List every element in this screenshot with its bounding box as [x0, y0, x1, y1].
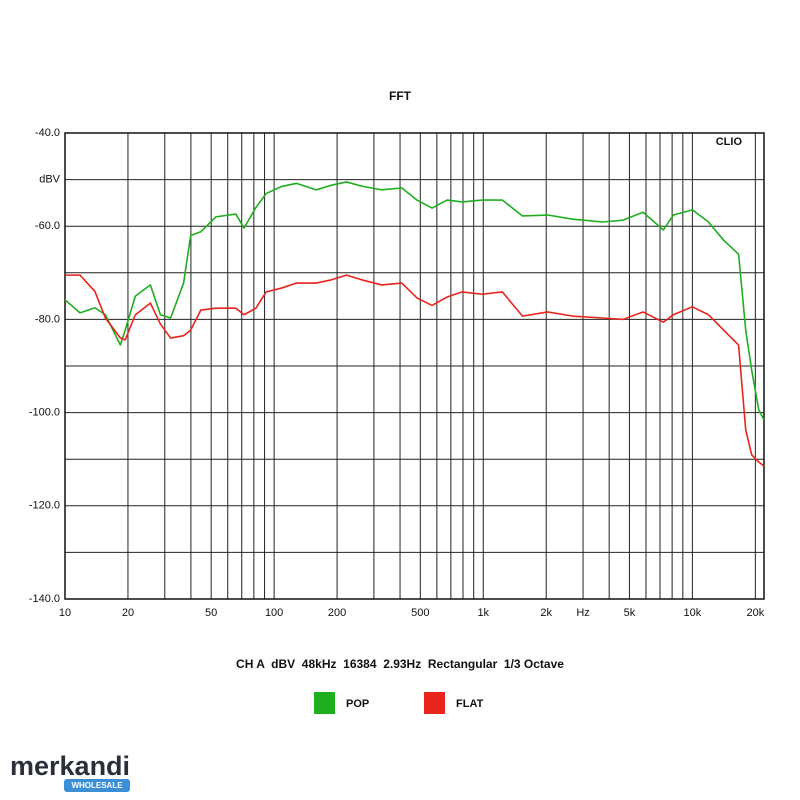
x-tick-label: 20k: [746, 607, 764, 619]
y-tick-label: -100.0: [29, 407, 60, 419]
legend-label: FLAT: [456, 698, 484, 710]
watermark-brand: merkandi: [10, 751, 130, 781]
legend-swatch: [314, 692, 335, 714]
annotation: CLIO: [716, 136, 743, 148]
watermark-tag: WHOLESALE: [71, 781, 123, 790]
x-tick-label: 50: [205, 607, 217, 619]
footer-settings: CH A dBV 48kHz 16384 2.93Hz Rectangular …: [236, 657, 564, 671]
y-tick-label: dBV: [39, 174, 60, 186]
x-tick-label: 1k: [477, 607, 489, 619]
x-tick-label: 2k: [540, 607, 552, 619]
series-line: [65, 274, 765, 467]
x-tick-label: 20: [122, 607, 134, 619]
series-line: [64, 181, 765, 421]
chart-title: FFT: [389, 89, 412, 103]
x-tick-label: 10k: [684, 607, 702, 619]
y-tick-label: -80.0: [35, 313, 60, 325]
watermark-badge: [64, 779, 130, 792]
y-tick-label: -40.0: [35, 127, 60, 139]
x-axis-label: Hz: [576, 607, 589, 619]
plot-frame: [64, 132, 765, 600]
x-tick-label: 200: [328, 607, 346, 619]
x-tick-label: 100: [265, 607, 283, 619]
x-tick-label: 10: [59, 607, 71, 619]
legend-swatch: [424, 692, 445, 714]
y-tick-label: -120.0: [29, 500, 60, 512]
legend-label: POP: [346, 698, 369, 710]
x-tick-label: 500: [411, 607, 429, 619]
y-tick-label: -140.0: [29, 593, 60, 605]
x-tick-label: 5k: [624, 607, 636, 619]
y-tick-label: -60.0: [35, 220, 60, 232]
